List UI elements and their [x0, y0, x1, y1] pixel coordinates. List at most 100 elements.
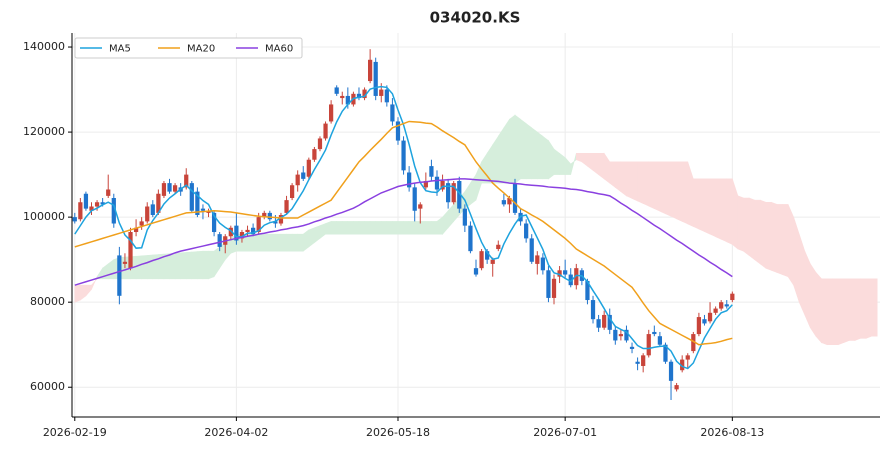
cloud-segment [503, 118, 510, 184]
cloud-segment [180, 252, 187, 280]
cloud-segment [609, 161, 616, 188]
cloud-segment [821, 278, 828, 346]
candle-body [602, 314, 607, 328]
cloud-segment [865, 278, 872, 339]
cloud-segment [174, 252, 181, 280]
candle-body [635, 361, 640, 364]
cloud-segment [386, 221, 393, 235]
cloud-segment [425, 221, 432, 235]
cloud-segment [615, 161, 622, 193]
candle-body [301, 172, 306, 179]
candle-body [184, 174, 189, 188]
cloud-segment [704, 178, 711, 235]
ichimoku-cloud [74, 114, 878, 346]
cloud-segment [849, 278, 856, 341]
candle-body [668, 361, 674, 381]
candle-body [189, 183, 194, 211]
legend-label: MA20 [187, 44, 215, 55]
cloud-segment [810, 262, 817, 338]
legend-label: MA5 [109, 44, 131, 55]
cloud-segment [202, 250, 209, 280]
cloud-segment [698, 178, 705, 233]
cloud-segment [330, 221, 337, 235]
candle-body [317, 138, 323, 150]
candle-body [563, 270, 568, 275]
candle-body [663, 344, 668, 362]
cloud-segment [369, 221, 376, 235]
candle-body [295, 174, 300, 186]
candle-body [379, 89, 384, 96]
candle-body [262, 212, 267, 218]
candle-body [719, 302, 724, 309]
cloud-segment [286, 233, 293, 252]
cloud-segment [743, 197, 750, 257]
cloud-segment [275, 233, 282, 252]
candle-body [418, 204, 423, 209]
candle-body [150, 204, 155, 216]
cloud-segment [353, 221, 360, 235]
candle-body [540, 257, 545, 271]
candle-body [707, 312, 713, 322]
candle-body [356, 93, 362, 99]
ma-line [74, 85, 733, 370]
cloud-segment [263, 233, 271, 252]
cloud-segment [358, 221, 365, 235]
candle-body [473, 268, 479, 275]
candle-body [368, 59, 373, 82]
candle-body [696, 317, 702, 335]
cloud-segment [637, 161, 644, 204]
candle-body [607, 314, 612, 330]
candle-body [457, 180, 462, 209]
cloud-segment [431, 221, 438, 235]
candle-body [156, 193, 161, 213]
candle-body [345, 95, 350, 105]
candle-body [139, 221, 144, 226]
candle-body [145, 206, 150, 222]
candle-body [618, 334, 624, 337]
cloud-segment [364, 221, 371, 235]
cloud-segment [531, 127, 538, 180]
cloud-segment [776, 204, 783, 275]
x-tick-label: 2026-05-18 [366, 426, 430, 439]
candle-body [106, 189, 111, 196]
cloud-segment [169, 252, 176, 280]
candle-body [434, 176, 440, 190]
candle-body [496, 244, 501, 250]
cloud-segment [782, 204, 789, 278]
candle-body [117, 255, 122, 296]
candle-body [468, 225, 473, 252]
candle-body [646, 334, 651, 356]
ma-line [74, 178, 733, 286]
candle-body [568, 274, 573, 286]
cloud-segment [408, 221, 416, 235]
candle-body [585, 280, 590, 301]
y-tick-label: 80000 [30, 295, 65, 308]
candle-body [390, 104, 395, 122]
candle-body [674, 385, 679, 390]
candle-body [195, 191, 200, 216]
cloud-segment [837, 278, 845, 346]
cloud-segment [693, 178, 700, 230]
cloud-segment [135, 255, 142, 280]
ma-line [74, 120, 733, 346]
candle-body [557, 270, 562, 277]
candle-body [234, 225, 239, 241]
candle-body [535, 255, 540, 264]
candle-body [730, 293, 735, 301]
cloud-segment [536, 131, 544, 180]
candle-body [429, 166, 434, 177]
cloud-segment [553, 148, 560, 175]
cloud-segment [748, 197, 755, 261]
x-tick-label: 2026-04-02 [204, 426, 268, 439]
cloud-segment [765, 201, 772, 271]
candle-body [228, 227, 233, 237]
legend-box [74, 37, 303, 59]
candle-body [200, 208, 206, 211]
cloud-segment [860, 278, 867, 339]
cloud-segment [163, 253, 170, 280]
cloud-segment [74, 284, 81, 303]
cloud-segment [815, 271, 822, 344]
ma-lines [74, 85, 733, 370]
candle-body [128, 232, 133, 269]
candle-body [72, 217, 77, 222]
